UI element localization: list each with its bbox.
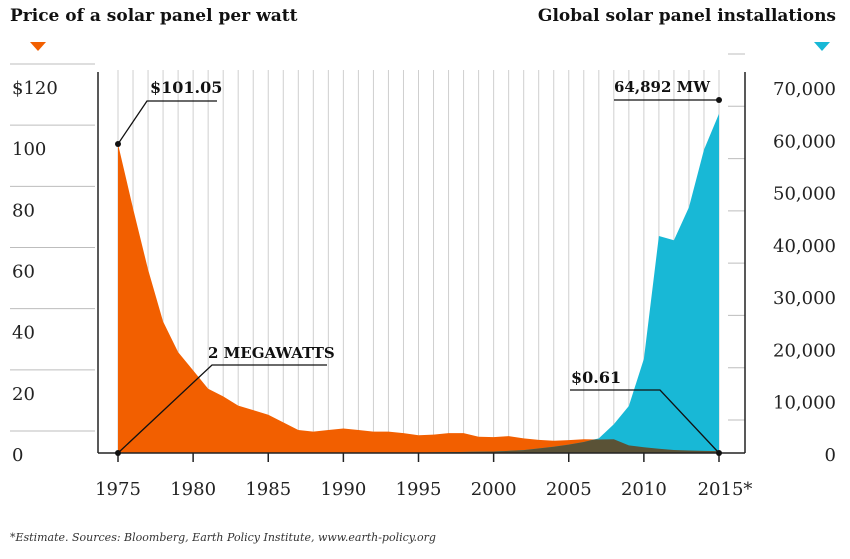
install-start-leader [117,364,327,454]
installations-area [118,113,719,454]
price-end-dot [716,450,722,456]
right-tick-label: 30,000 [773,288,836,309]
price-start-leader [117,100,217,145]
right-tick-label: 70,000 [773,79,836,100]
price-start-dot [115,140,121,147]
price-area [118,143,719,453]
annotations: $101.05 2 MEGAWATTS $0.61 64,892 MW [115,78,722,456]
right-axis-ticks: 0 10,000 20,000 30,000 40,000 50,000 60,000 70,… [728,53,836,466]
right-tick-label: 0 [825,445,836,466]
left-tick-label: 0 [12,445,23,466]
right-tick-label: 50,000 [773,184,836,205]
area-series [118,113,719,454]
right-axis-title: Global solar panel installations [537,6,836,26]
install-start-label: 2 MEGAWATTS [208,344,335,362]
x-axis-labels: 1975 1980 1985 1990 1995 2000 2005 2010 2015* [95,479,752,500]
right-tick-label: 10,000 [773,393,836,414]
footnote: *Estimate. Sources: Bloomberg, Earth Pol… [10,531,436,544]
installations-legend-marker [814,42,830,51]
x-tick-label: 1975 [95,479,141,500]
install-start-dot [115,450,121,456]
x-tick-label: 1985 [245,479,291,500]
left-tick-label: 80 [12,200,35,221]
price-legend-marker [30,42,46,51]
left-tick-label: $120 [12,78,58,99]
x-tick-label: 1995 [396,479,442,500]
axes [97,72,746,462]
x-tick-label: 2010 [621,479,667,500]
left-axis-title: Price of a solar panel per watt [10,6,298,26]
x-tick-label: 1980 [170,479,216,500]
x-tick-label: 1990 [320,479,366,500]
price-start-label: $101.05 [150,78,222,97]
left-axis-ticks: 0 20 40 60 80 100 $120 [10,63,95,466]
price-end-leader [570,389,720,454]
right-tick-label: 60,000 [773,131,836,152]
right-tick-label: 40,000 [773,236,836,257]
right-tick-label: 20,000 [773,340,836,361]
x-tick-label: 2005 [546,479,592,500]
left-tick-label: 40 [12,323,35,344]
install-end-dot [716,97,722,103]
solar-chart: 0 20 40 60 80 100 $120 0 10,000 20,000 30,000 40,0… [10,53,836,500]
install-end-label: 64,892 MW [614,78,711,96]
x-tick-label: 2015* [698,479,753,500]
x-tick-label: 2000 [471,479,517,500]
vertical-gridlines [117,70,720,453]
price-end-label: $0.61 [571,368,621,387]
left-tick-label: 20 [12,384,35,405]
left-tick-label: 100 [12,139,46,160]
left-tick-label: 60 [12,262,35,283]
